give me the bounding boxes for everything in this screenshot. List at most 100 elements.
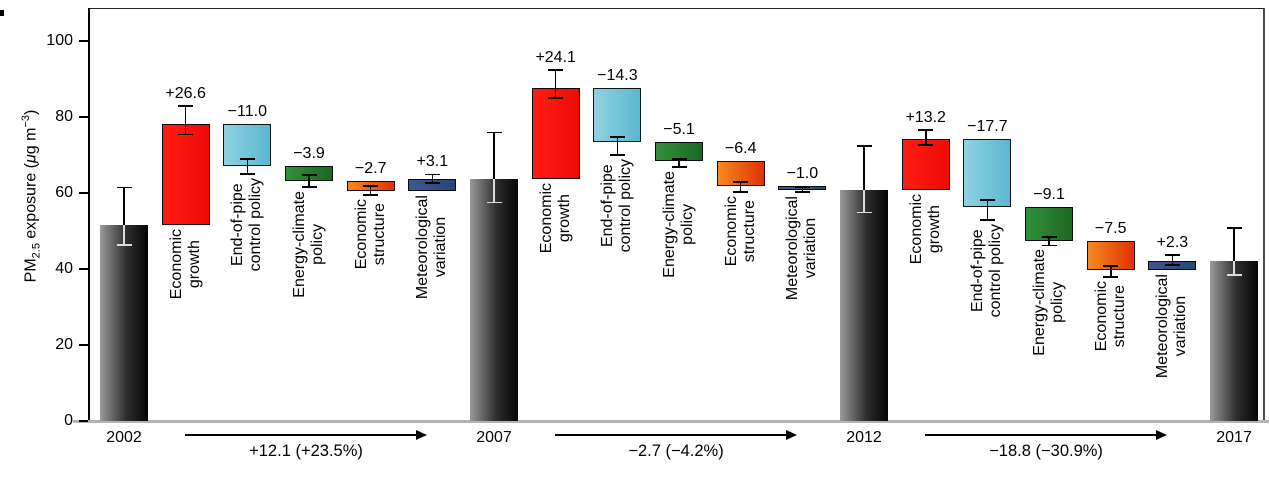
error-bar-cap-bottom (609, 154, 625, 156)
bar-annotation: −2.7 (354, 159, 387, 177)
error-bar-cap-bottom (671, 165, 687, 168)
error-bar-cap-bottom (486, 201, 502, 204)
error-bar-line (308, 175, 310, 187)
ylabel-sub: 2.5 (30, 243, 43, 259)
bar-annotation: −17.7 (967, 118, 1008, 136)
transition-arrow-head-1 (786, 430, 798, 440)
error-bar-cap-bottom (301, 186, 317, 188)
y-tick-mark (79, 344, 88, 346)
error-bar-cap-top (424, 173, 440, 176)
transition-arrow-line-1 (555, 434, 789, 436)
bar-label-meteorological: Meteorological variation (1154, 273, 1190, 378)
error-bar-line (986, 199, 989, 220)
bar-end-of-pipe (593, 87, 642, 143)
error-bar-cap-top (116, 186, 132, 189)
error-bar-cap-top (856, 145, 872, 147)
bar-label-end-of-pipe: End-of-pipe control policy (229, 178, 265, 272)
bar-annotation: −9.1 (1033, 185, 1065, 203)
error-bar-cap-top (979, 199, 995, 201)
y-tick-label: 80 (55, 108, 73, 125)
error-bar-cap-bottom (1041, 244, 1057, 247)
bar-energy-climate (1025, 206, 1074, 242)
bar-label-economic-growth: Economic growth (907, 193, 943, 264)
error-bar-line (431, 174, 434, 184)
error-bar-line (678, 158, 680, 167)
error-bar-cap-bottom (1164, 264, 1180, 266)
y-tick-mark (79, 40, 88, 42)
x-axis-baseline (73, 420, 1269, 423)
error-bar-line (616, 137, 619, 155)
error-bar-cap-bottom (239, 173, 255, 175)
bar-economic-growth (161, 124, 210, 226)
error-bar-cap-top (733, 181, 749, 183)
error-bar-cap-top (609, 136, 625, 138)
transition-label-1: −2.7 (−4.2%) (628, 442, 724, 460)
transition-label-2: −18.8 (−30.9%) (989, 442, 1103, 460)
error-bar-cap-top (1103, 265, 1119, 267)
bar-annotation: −1.0 (786, 164, 819, 182)
error-bar-line (1233, 261, 1235, 276)
error-bar-cap-bottom (116, 244, 132, 246)
error-bar-cap-top (548, 69, 564, 71)
bar-annotation: −3.9 (293, 145, 325, 163)
bar-annotation: −6.4 (724, 140, 757, 158)
transition-arrow-line-2 (925, 434, 1159, 436)
error-bar-cap-top (1226, 227, 1242, 229)
error-bar-cap-top (486, 131, 502, 134)
error-bar-line (246, 159, 249, 174)
error-bar-line (801, 187, 804, 192)
error-bar-cap-top (918, 129, 934, 131)
bar-economic-growth (901, 139, 950, 190)
y-tick-mark (79, 192, 88, 194)
bar-annotation: −14.3 (597, 66, 638, 84)
error-bar-cap-bottom (794, 191, 810, 193)
error-bar-cap-top (301, 174, 317, 176)
y-tick-label: 60 (55, 184, 73, 201)
transition-arrow-head-0 (416, 430, 428, 440)
y-tick-label: 20 (55, 336, 73, 353)
bar-label-economic-structure: Economic structure (1092, 280, 1128, 352)
error-bar-cap-bottom (178, 133, 194, 136)
bar-economic-growth (531, 87, 580, 180)
error-bar-cap-bottom (1103, 276, 1119, 278)
error-bar-cap-top (794, 186, 810, 189)
error-bar-cap-bottom (424, 182, 440, 184)
bar-annotation: +13.2 (905, 108, 946, 126)
bar-label-meteorological: Meteorological variation (784, 195, 820, 300)
bar-label-energy-climate: Energy-climate policy (1031, 249, 1067, 357)
error-bar-cap-bottom (1226, 274, 1242, 276)
error-bar-line (493, 179, 495, 203)
error-bar-line (1171, 254, 1174, 265)
bar-annotation: +24.1 (535, 48, 576, 66)
bar-annotation: +26.6 (165, 84, 206, 102)
error-bar-line (493, 132, 495, 180)
error-bar-line (924, 129, 927, 146)
bar-annotation: +3.1 (416, 153, 449, 171)
error-bar-cap-bottom (733, 191, 749, 193)
error-bar-line (184, 105, 187, 135)
bar-year-2002 (100, 225, 148, 421)
bar-year-2017 (1210, 261, 1259, 421)
error-bar-line (1109, 265, 1112, 277)
error-bar-line (123, 225, 125, 246)
error-bar-line (863, 189, 865, 213)
y-tick-label: 40 (55, 260, 73, 277)
error-bar-line (369, 186, 372, 195)
bar-year-2007 (470, 179, 519, 421)
error-bar-cap-bottom (548, 97, 564, 99)
error-bar-cap-top (178, 105, 194, 107)
transition-arrow-line-0 (185, 434, 419, 436)
bar-label-economic-growth: Economic growth (167, 229, 203, 300)
bar-annotation: −11.0 (227, 103, 267, 121)
error-bar-line (1048, 237, 1050, 246)
bar-annotation: +2.3 (1156, 233, 1189, 251)
bar-label-end-of-pipe: End-of-pipe control policy (599, 159, 635, 253)
error-bar-cap-bottom (363, 194, 379, 196)
ylabel-unit: g m (22, 127, 40, 155)
error-bar-line (1233, 227, 1235, 261)
ylabel-mid: exposure ( (22, 162, 40, 244)
y-tick-label: 0 (64, 412, 73, 429)
error-bar-cap-top (671, 158, 687, 160)
plot-frame (88, 8, 1265, 421)
